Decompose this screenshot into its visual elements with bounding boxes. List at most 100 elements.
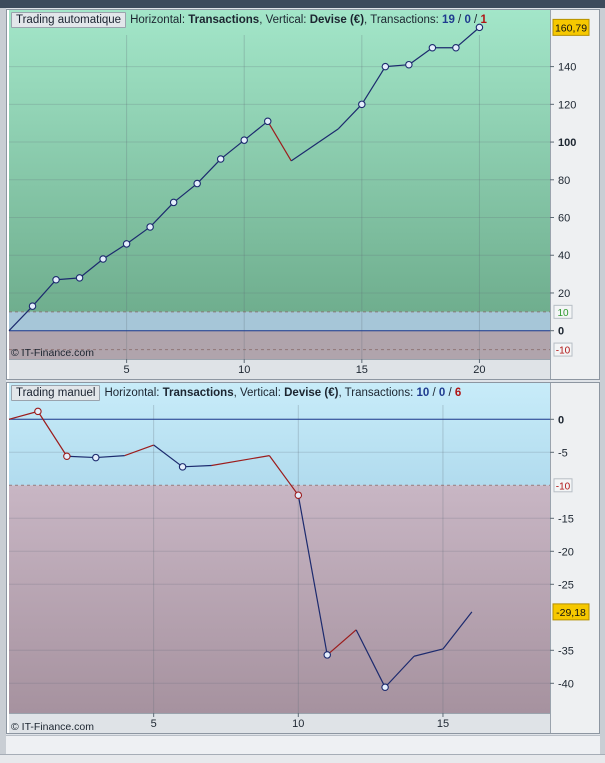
data-point bbox=[169, 198, 178, 207]
y-tick-label: 40 bbox=[558, 250, 570, 262]
series-segment bbox=[220, 139, 245, 160]
y-tick-label: 140 bbox=[558, 62, 576, 74]
series-segment bbox=[355, 629, 386, 688]
reference-label-box bbox=[553, 342, 573, 357]
data-point bbox=[428, 43, 437, 52]
equity-chart-manuel: 5 10 15 0 -5 -15 -20 -25 -35 -40 -10 -29,18 bbox=[8, 383, 599, 733]
series-segment bbox=[153, 444, 183, 468]
panel-name-button[interactable]: Trading manuel bbox=[11, 385, 101, 401]
last-value-badge bbox=[552, 18, 590, 36]
data-point bbox=[358, 100, 366, 109]
zone-band bbox=[9, 330, 550, 359]
data-point bbox=[475, 23, 484, 32]
series-segment bbox=[413, 648, 444, 657]
data-point bbox=[63, 452, 71, 461]
legend-t-total: 10 bbox=[416, 387, 430, 399]
legend-t-loss: 6 bbox=[454, 387, 462, 399]
legend-sep: / bbox=[445, 387, 455, 399]
data-point bbox=[92, 453, 100, 462]
x-tick-label: 20 bbox=[473, 364, 485, 376]
data-point bbox=[381, 683, 389, 692]
legend-sep: / bbox=[454, 14, 465, 26]
reference-label: 10 bbox=[557, 308, 569, 319]
series-segment bbox=[326, 629, 357, 656]
series-segment bbox=[8, 305, 33, 332]
y-tick-label: -20 bbox=[558, 546, 574, 558]
series-segment bbox=[361, 66, 386, 105]
data-point bbox=[381, 62, 390, 71]
legend-h-label: Horizontal: bbox=[104, 387, 160, 399]
legend-h-value: Transactions bbox=[188, 14, 260, 26]
series-segment bbox=[182, 464, 212, 468]
x-tick-label: 15 bbox=[356, 364, 368, 376]
series-segment bbox=[196, 158, 222, 184]
series-segment bbox=[126, 226, 151, 245]
reference-label: -10 bbox=[556, 346, 571, 357]
legend-v-label: Vertical: bbox=[240, 387, 281, 399]
legend-t-total: 19 bbox=[442, 14, 455, 26]
copyright-label: © IT-Finance.com bbox=[11, 347, 95, 359]
y-tick-label: 100 bbox=[558, 137, 576, 149]
series-segment bbox=[268, 455, 299, 496]
data-point bbox=[178, 463, 187, 471]
y-tick-label: -25 bbox=[558, 579, 574, 591]
window-left-edge bbox=[0, 8, 6, 754]
copyright-label: © IT-Finance.com bbox=[11, 721, 95, 733]
y-axis-strip bbox=[550, 383, 599, 733]
y-tick-label: 20 bbox=[558, 288, 570, 300]
y-tick-label: 120 bbox=[558, 99, 576, 111]
chart-panel-manuel: 5 10 15 0 -5 -15 -20 -25 -35 -40 -10 -29,18 Trading… bbox=[6, 382, 600, 734]
data-point bbox=[323, 651, 331, 659]
y-tick-label: 0 bbox=[558, 414, 564, 426]
reference-label: -10 bbox=[556, 481, 571, 492]
data-point bbox=[263, 117, 272, 126]
panel-name-button[interactable]: Trading automatique bbox=[11, 12, 127, 28]
series-segment bbox=[8, 410, 39, 420]
legend-t-zero: 0 bbox=[464, 14, 471, 26]
app-bottom-strip bbox=[0, 754, 605, 763]
series-segment bbox=[442, 611, 473, 650]
window-right-edge bbox=[600, 8, 605, 754]
data-point bbox=[99, 255, 107, 263]
series-segment bbox=[66, 455, 96, 459]
series-segment bbox=[290, 128, 339, 162]
zone-band bbox=[9, 10, 550, 312]
x-axis-strip bbox=[9, 713, 550, 733]
series-segment bbox=[32, 279, 57, 307]
y-tick-label: -5 bbox=[558, 447, 568, 459]
series-segment bbox=[37, 411, 68, 457]
data-point bbox=[28, 302, 37, 310]
series-segment bbox=[337, 103, 363, 130]
last-value-label: -29,18 bbox=[556, 607, 586, 619]
series-segment bbox=[385, 64, 409, 68]
data-point bbox=[405, 60, 413, 69]
data-point bbox=[452, 43, 460, 52]
series-segment bbox=[124, 444, 154, 457]
series-segment bbox=[243, 120, 269, 141]
x-tick-label: 10 bbox=[238, 364, 250, 376]
x-axis-strip bbox=[9, 359, 550, 379]
data-point bbox=[193, 179, 201, 188]
series-segment bbox=[455, 26, 480, 49]
x-tick-label: 10 bbox=[292, 718, 304, 730]
y-tick-label: 80 bbox=[558, 175, 570, 187]
series-segment bbox=[79, 258, 104, 279]
series-segment bbox=[102, 243, 127, 260]
x-tick-label: 5 bbox=[151, 718, 157, 730]
legend-t-loss: 1 bbox=[480, 14, 487, 26]
legend-v-value: Devise (€) bbox=[284, 387, 339, 399]
legend-sep: / bbox=[470, 14, 481, 26]
chart-legend: Trading automatique Horizontal: Transacti… bbox=[11, 12, 487, 28]
app-toolbar-strip bbox=[0, 0, 605, 8]
series-segment bbox=[211, 455, 270, 467]
y-tick-label: -15 bbox=[558, 513, 574, 525]
data-point bbox=[216, 155, 225, 163]
series-segment bbox=[384, 655, 415, 688]
data-point bbox=[294, 491, 303, 499]
zone-band bbox=[9, 311, 550, 331]
y-tick-label: 0 bbox=[558, 326, 564, 338]
series-segment bbox=[149, 202, 175, 228]
last-value-label: 160,79 bbox=[555, 22, 587, 34]
legend-t-zero: 0 bbox=[438, 387, 446, 399]
